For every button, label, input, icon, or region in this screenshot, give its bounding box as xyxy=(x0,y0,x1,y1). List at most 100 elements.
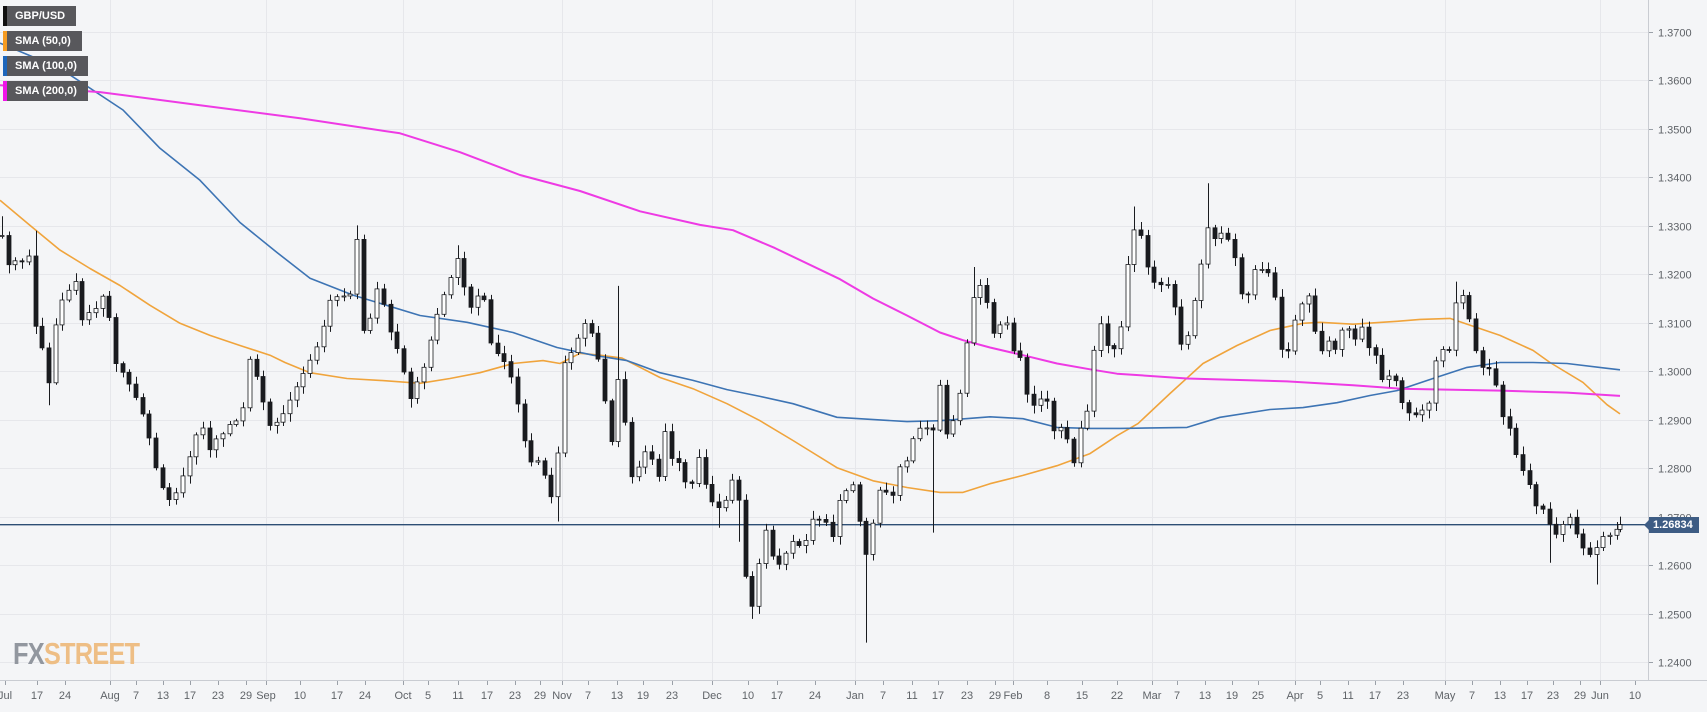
candle-up xyxy=(434,313,440,341)
y-axis-label: 1.2500 xyxy=(1658,610,1692,622)
candle-up xyxy=(790,541,796,554)
candle-up xyxy=(636,466,642,478)
candle-down xyxy=(160,467,166,489)
grid-layer xyxy=(0,0,1648,680)
sma-200-line[interactable] xyxy=(0,84,1621,397)
candle-up xyxy=(850,484,856,492)
sma-100-line[interactable] xyxy=(0,42,1621,430)
y-axis-label: 1.3200 xyxy=(1658,270,1692,282)
sma-50-line[interactable] xyxy=(0,199,1621,494)
candle-down xyxy=(33,255,39,327)
y-axis-label: 1.2900 xyxy=(1658,416,1692,428)
x-axis-label: 13 xyxy=(1494,690,1506,702)
candle-down xyxy=(682,462,688,483)
candle-up xyxy=(59,299,65,326)
candle-up xyxy=(1419,409,1425,416)
x-axis-label: 23 xyxy=(509,690,521,702)
x-axis-label: 17 xyxy=(1369,690,1381,702)
legend-chip-symbol[interactable]: GBP/USD xyxy=(3,6,77,26)
candle-down xyxy=(515,376,521,405)
x-axis-label: Nov xyxy=(552,690,572,702)
candle-up xyxy=(1091,349,1097,412)
candle-down xyxy=(1527,470,1533,486)
x-axis-label: Apr xyxy=(1286,690,1303,702)
x-axis-label: 23 xyxy=(212,690,224,702)
x-axis-label: 7 xyxy=(133,690,139,702)
candle-up xyxy=(294,386,300,401)
x-axis-label: 17 xyxy=(184,690,196,702)
candle-up xyxy=(555,452,561,498)
candle-down xyxy=(79,281,85,321)
candle-down xyxy=(1580,533,1586,549)
candle-up xyxy=(904,460,910,468)
candle-up xyxy=(73,281,79,291)
candle-down xyxy=(1017,350,1023,358)
candle-up xyxy=(1614,528,1620,536)
x-axis-label: 29 xyxy=(240,690,252,702)
candle-up xyxy=(924,427,930,430)
last-price-tag[interactable]: 1.26834 xyxy=(1644,516,1699,533)
candle-up xyxy=(26,255,32,263)
candle-down xyxy=(113,317,119,364)
candle-up xyxy=(662,431,668,477)
candle-down xyxy=(254,358,260,377)
candle-up xyxy=(1326,340,1332,352)
candle-up xyxy=(66,289,72,301)
candle-up xyxy=(314,346,320,361)
x-axis-label: 24 xyxy=(809,690,821,702)
candles-layer[interactable] xyxy=(0,183,1623,643)
legend-chip-sma50[interactable]: SMA (50,0) xyxy=(3,31,82,51)
candle-up xyxy=(307,359,313,374)
fxstreet-logo-fx: FX xyxy=(13,636,45,671)
y-axis-label: 1.3000 xyxy=(1658,367,1692,379)
candle-up xyxy=(12,260,18,266)
candle-down xyxy=(361,238,367,331)
candle-down xyxy=(944,384,950,435)
candle-up xyxy=(274,421,280,426)
candle-down xyxy=(984,284,990,303)
candle-up xyxy=(950,420,956,435)
candle-up xyxy=(414,381,420,399)
candle-down xyxy=(1486,366,1492,370)
candle-up xyxy=(455,258,461,279)
x-axis-label: Mar xyxy=(1143,690,1162,702)
candle-down xyxy=(863,520,869,555)
candle-up xyxy=(877,489,883,524)
axis-borders xyxy=(0,0,1707,681)
candle-up xyxy=(86,312,92,321)
candle-up xyxy=(1192,300,1198,337)
candle-down xyxy=(1064,427,1070,440)
legend-chip-sma100[interactable]: SMA (100,0) xyxy=(3,56,88,76)
candle-up xyxy=(448,277,454,296)
candle-up xyxy=(1058,427,1064,432)
candle-up xyxy=(334,296,340,301)
candle-up xyxy=(173,492,179,500)
y-axis-label: 1.3700 xyxy=(1658,28,1692,40)
y-axis[interactable]: 1.3700 1.3600 1.3500 1.3400 1.3300 1.3200 1.31… xyxy=(1648,28,1692,670)
candle-down xyxy=(1319,330,1325,352)
candle-up xyxy=(642,451,648,468)
candle-up xyxy=(53,324,59,384)
candle-up xyxy=(910,438,916,462)
candle-down xyxy=(1071,438,1077,464)
x-axis-label: Dec xyxy=(702,690,722,702)
candle-down xyxy=(736,479,742,501)
candle-up xyxy=(227,424,233,435)
legend-chip-sma200[interactable]: SMA (200,0) xyxy=(3,81,88,101)
candle-down xyxy=(1111,345,1117,350)
candle-up xyxy=(1218,232,1224,239)
candle-up xyxy=(729,479,735,501)
candle-up xyxy=(535,460,541,463)
x-axis[interactable]: Jul 17 24 Aug 7 13 17 23 29 Sep 10 17 24 Oct 5 11 17 23 29… xyxy=(0,681,1641,702)
candle-down xyxy=(461,258,467,288)
legend: GBP/USD SMA (50,0) SMA (100,0) SMA (200,… xyxy=(3,6,88,106)
candle-down xyxy=(1024,357,1030,395)
x-axis-label: 15 xyxy=(1076,690,1088,702)
candle-down xyxy=(716,501,722,508)
candle-down xyxy=(6,235,12,266)
candle-down xyxy=(46,347,52,384)
candle-down xyxy=(1399,380,1405,404)
candle-down xyxy=(488,299,494,344)
candle-down xyxy=(676,458,682,463)
